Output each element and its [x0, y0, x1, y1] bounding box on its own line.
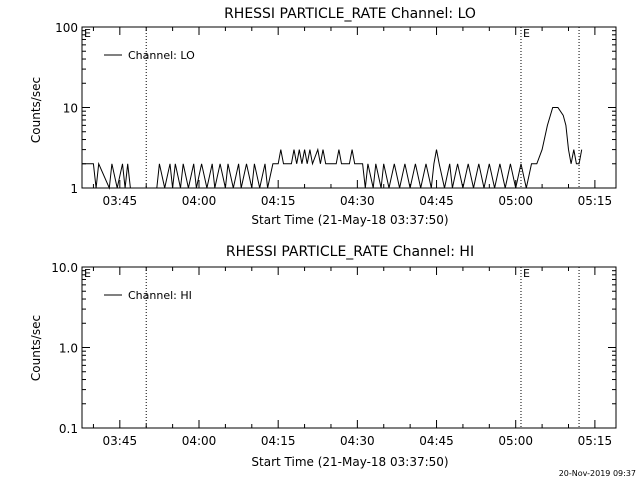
- x-tick-label: 03:45: [103, 434, 138, 448]
- y-tick-label: 100: [55, 21, 78, 35]
- x-tick-label: 05:15: [578, 194, 613, 208]
- chart-panel-lo: RHESSI PARTICLE_RATE Channel: LO Counts/…: [29, 6, 617, 227]
- event-marker-label: E: [84, 267, 91, 280]
- y-tick-label: 0.1: [59, 422, 78, 436]
- x-tick-label: 03:45: [103, 194, 138, 208]
- event-marker-label: E: [523, 27, 530, 40]
- x-tick-label: 04:45: [419, 434, 454, 448]
- x-tick-label: 04:00: [182, 194, 217, 208]
- chart-title: RHESSI PARTICLE_RATE Channel: LO: [224, 6, 476, 22]
- x-axis-label: Start Time (21-May-18 03:37:50): [251, 213, 448, 227]
- y-tick-label: 1.0: [59, 342, 78, 356]
- event-marker-label: E: [84, 27, 91, 40]
- event-marker-label: E: [523, 267, 530, 280]
- legend-label: Channel: HI: [128, 289, 192, 302]
- x-tick-label: 05:00: [498, 194, 533, 208]
- x-axis-label: Start Time (21-May-18 03:37:50): [251, 455, 448, 469]
- footer-timestamp: 20-Nov-2019 09:37: [559, 469, 636, 478]
- x-tick-label: 04:45: [419, 194, 454, 208]
- x-tick-label: 04:30: [340, 434, 375, 448]
- chart-title: RHESSI PARTICLE_RATE Channel: HI: [226, 244, 474, 260]
- y-tick-label: 1: [70, 182, 78, 196]
- x-tick-label: 04:30: [340, 194, 375, 208]
- series-line: [82, 107, 583, 190]
- y-axis-label: Counts/sec: [29, 77, 43, 143]
- chart-panel-hi: RHESSI PARTICLE_RATE Channel: HI Counts/…: [29, 244, 617, 469]
- y-tick-label: 10: [63, 102, 78, 116]
- x-tick-label: 04:15: [261, 434, 296, 448]
- y-tick-label: 10.0: [51, 261, 78, 275]
- y-axis-label: Counts/sec: [29, 315, 43, 381]
- x-tick-label: 04:00: [182, 434, 217, 448]
- x-tick-label: 05:15: [578, 434, 613, 448]
- x-tick-label: 05:00: [498, 434, 533, 448]
- x-tick-label: 04:15: [261, 194, 296, 208]
- legend-label: Channel: LO: [128, 49, 195, 62]
